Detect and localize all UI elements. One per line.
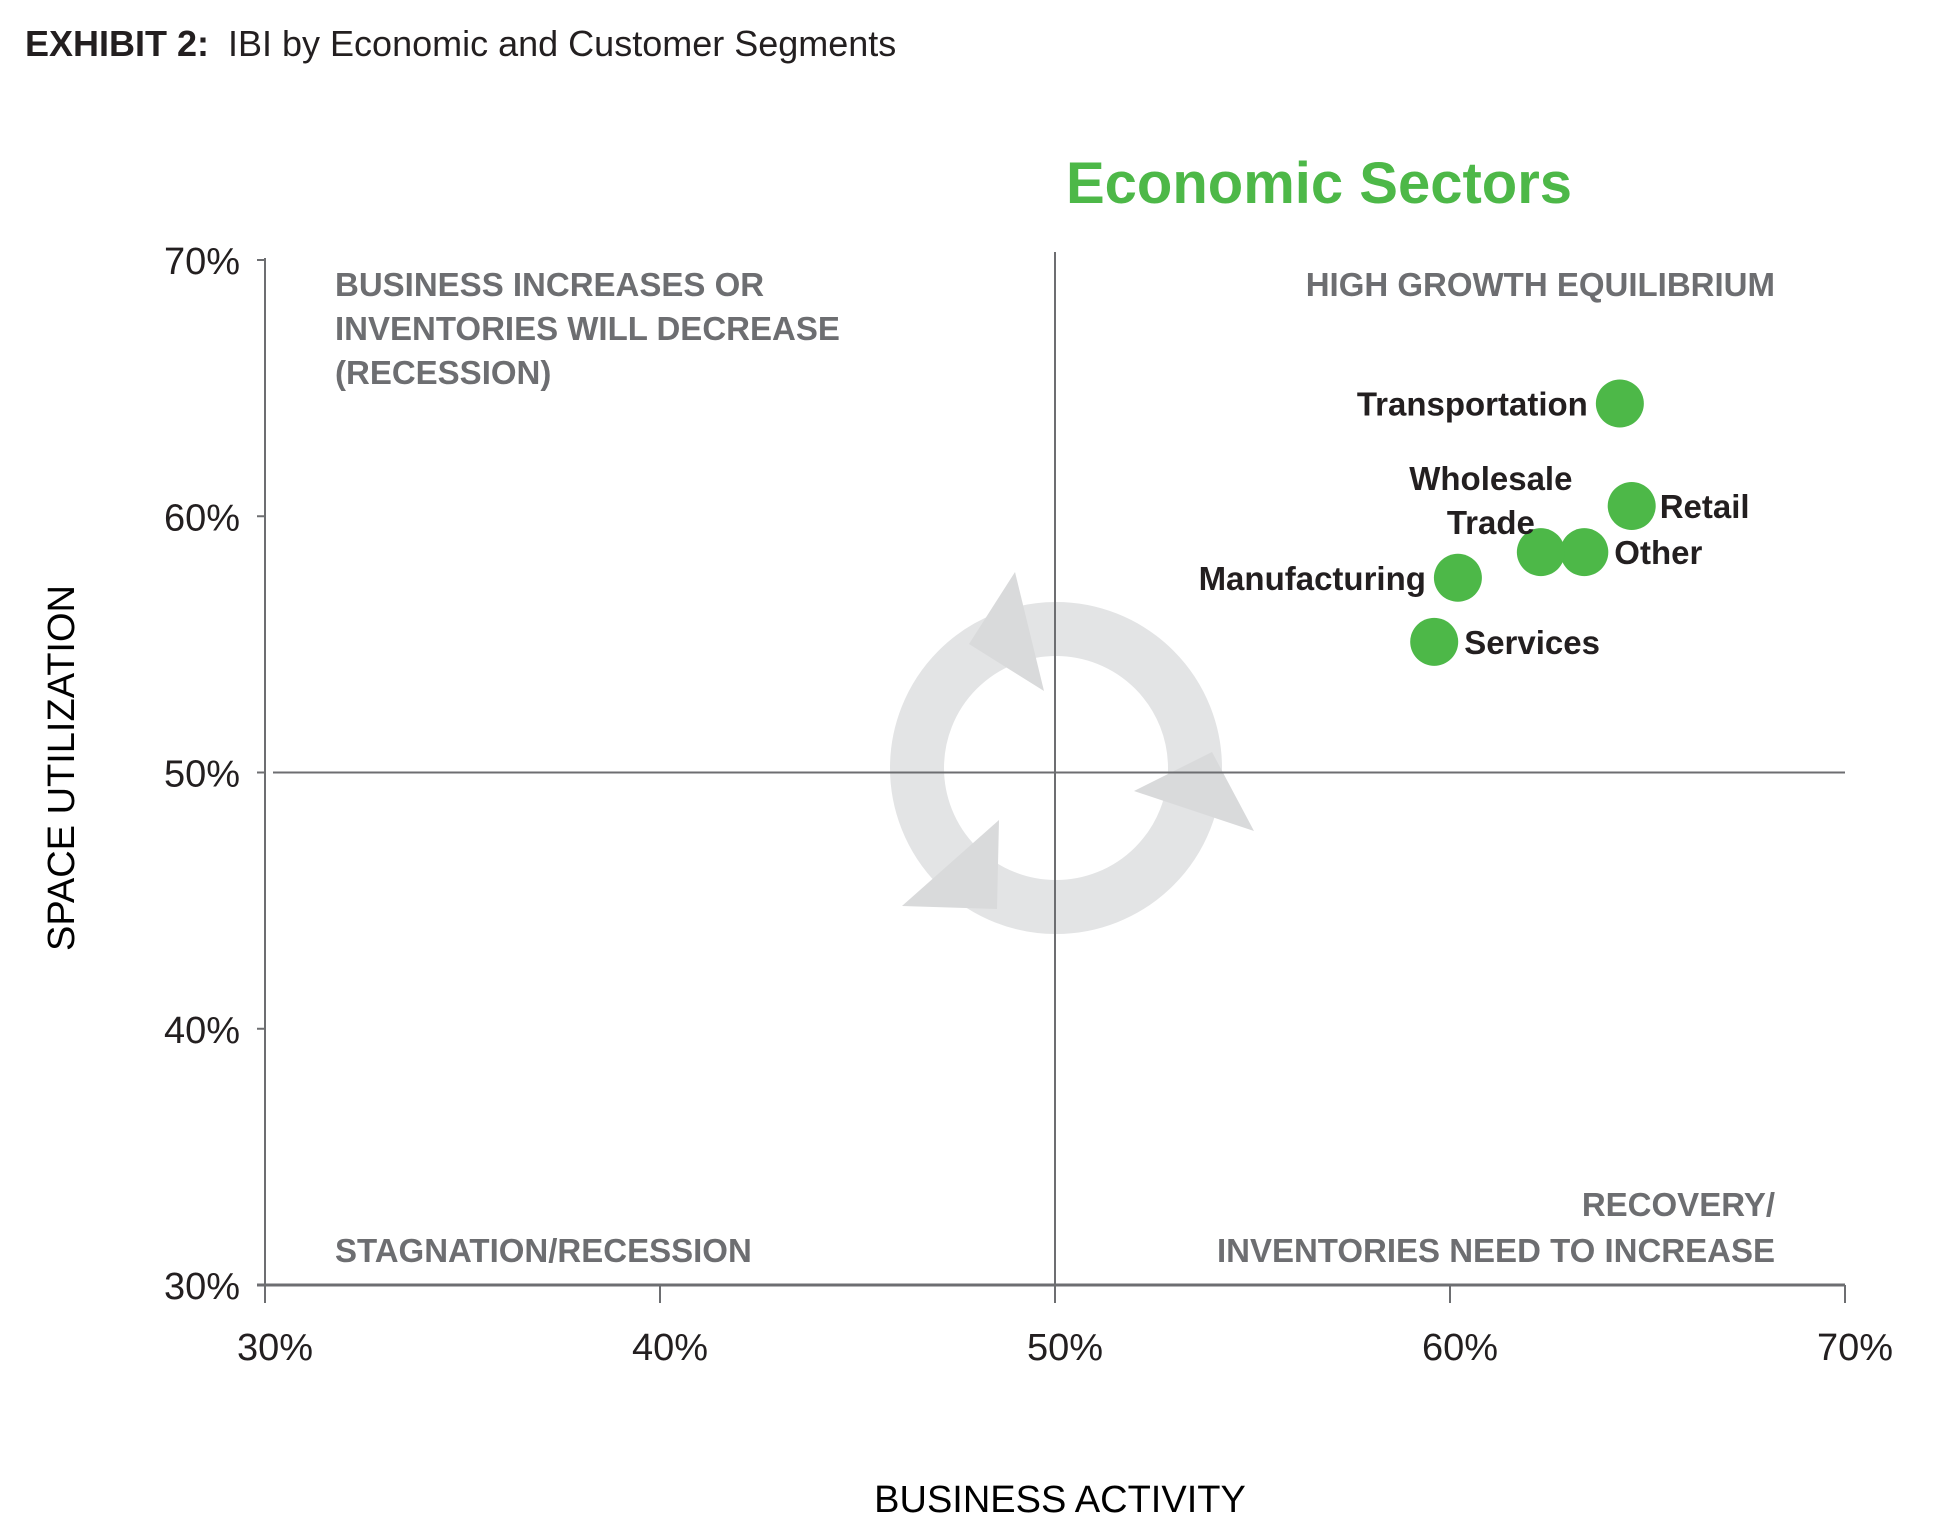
- data-point: [1516, 528, 1565, 577]
- quadrant-top-left-line: (RECESSION): [335, 354, 551, 391]
- x-axis-title: BUSINESS ACTIVITY: [874, 1479, 1246, 1521]
- data-point-label: Trade: [1447, 504, 1535, 541]
- quadrant-top-left-line: BUSINESS INCREASES OR: [335, 266, 764, 303]
- y-tick-label: 60%: [164, 497, 240, 539]
- quadrant-labels: BUSINESS INCREASES OR INVENTORIES WILL D…: [335, 266, 1775, 1269]
- axes: 30% 40% 50% 60% 70% 30% 40% 50% 60% 70%: [164, 241, 1893, 1369]
- data-point-label: Other: [1614, 534, 1702, 571]
- chart-title: Economic Sectors: [1066, 151, 1572, 216]
- data-points: Transportation Retail Other Wholesale Trade M…: [1199, 379, 1750, 666]
- x-tick-label: 50%: [1027, 1327, 1103, 1369]
- quadrant-top-right: HIGH GROWTH EQUILIBRIUM: [1306, 266, 1775, 303]
- data-point-label: Retail: [1660, 488, 1750, 525]
- data-point-label: Services: [1464, 624, 1600, 661]
- quadrant-bottom-left: STAGNATION/RECESSION: [335, 1232, 752, 1269]
- data-point: [1560, 528, 1609, 577]
- y-tick-label: 50%: [164, 754, 240, 796]
- data-point-label: Manufacturing: [1199, 560, 1426, 597]
- quadrant-top-left-line: INVENTORIES WILL DECREASE: [335, 310, 840, 347]
- data-point: [1433, 553, 1482, 602]
- data-point: [1607, 482, 1656, 530]
- y-tick-label: 30%: [164, 1266, 240, 1308]
- data-point-label: Transportation: [1357, 386, 1588, 423]
- y-tick-label: 70%: [164, 241, 240, 283]
- x-tick-label: 30%: [237, 1327, 313, 1369]
- exhibit-label: EXHIBIT 2:: [25, 23, 209, 64]
- y-tick-label: 40%: [164, 1010, 240, 1052]
- x-tick-label: 40%: [632, 1327, 708, 1369]
- x-tick-label: 60%: [1422, 1327, 1498, 1369]
- data-point-label: Wholesale: [1409, 460, 1572, 497]
- data-point: [1410, 617, 1459, 666]
- y-axis-title: SPACE UTILIZATION: [41, 585, 83, 951]
- x-tick-label: 70%: [1817, 1327, 1893, 1369]
- cycle-arrows-icon: [890, 572, 1254, 934]
- quadrant-bottom-right-line: RECOVERY/: [1582, 1186, 1775, 1223]
- exhibit-title: IBI by Economic and Customer Segments: [228, 23, 896, 64]
- quadrant-bottom-right-line: INVENTORIES NEED TO INCREASE: [1217, 1232, 1775, 1269]
- data-point: [1595, 379, 1644, 428]
